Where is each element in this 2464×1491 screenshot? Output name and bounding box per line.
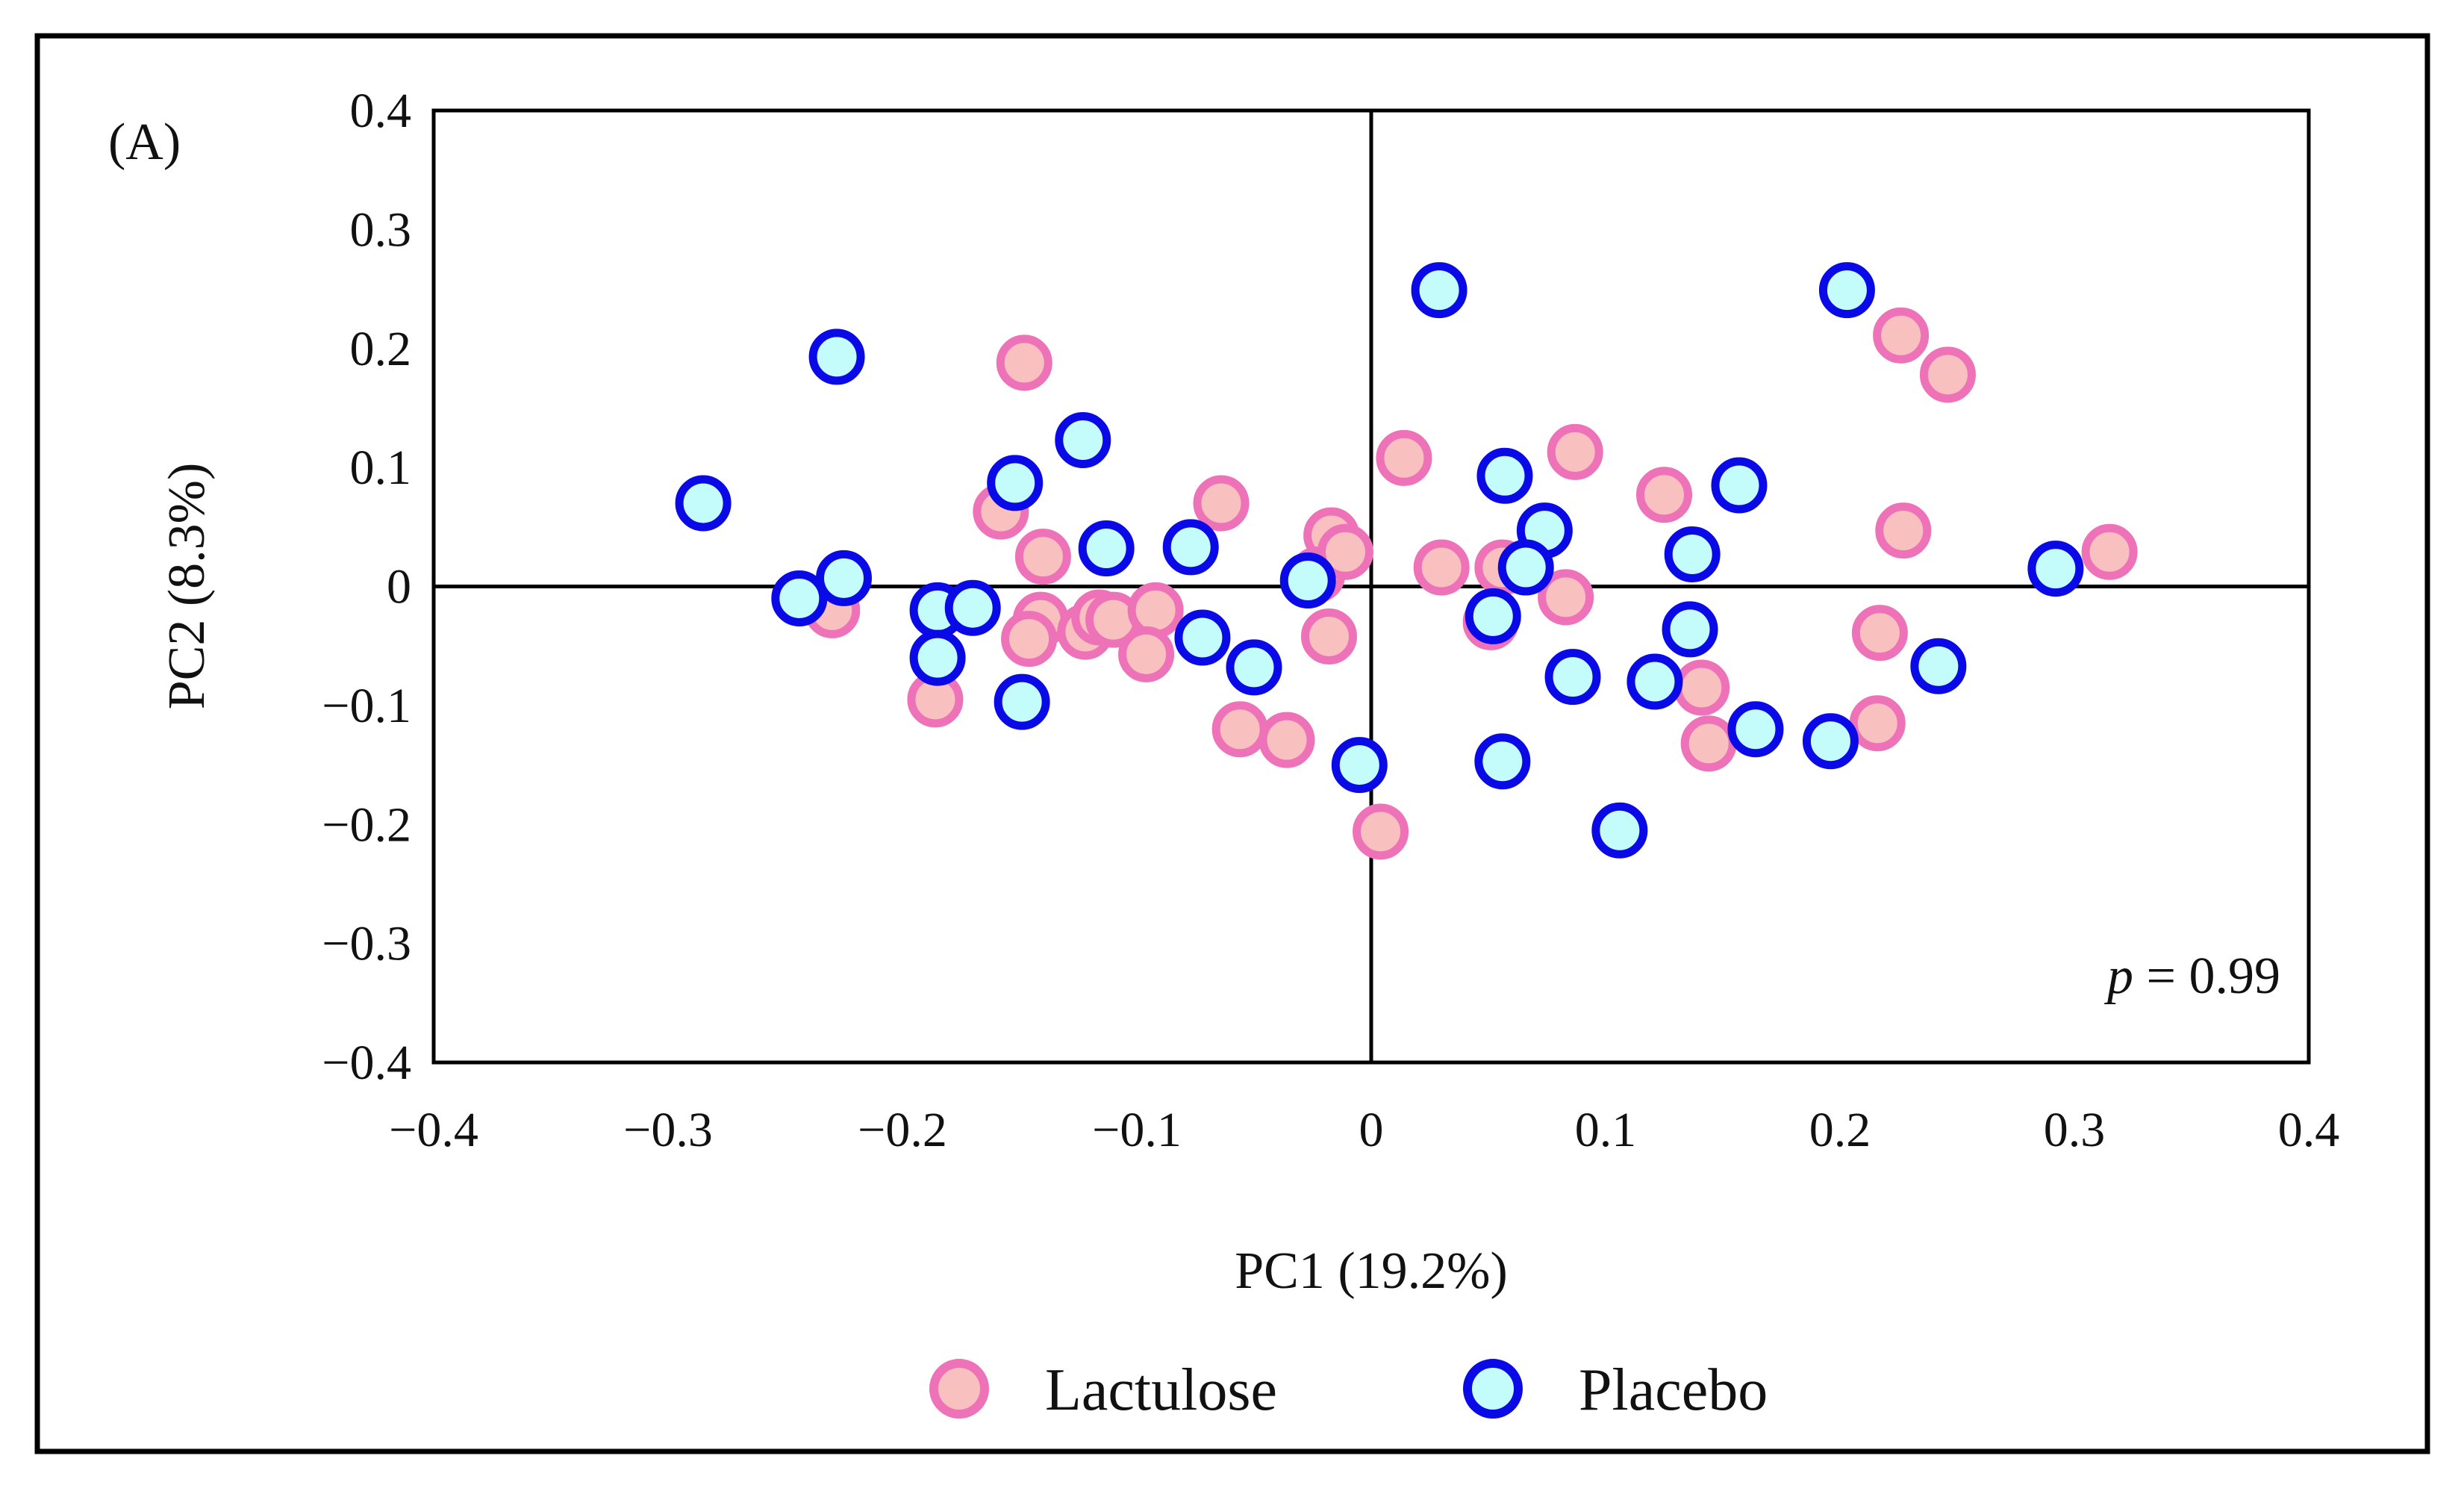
point-placebo: [2027, 541, 2084, 597]
point-lactulose: [1547, 423, 1603, 480]
point-placebo: [675, 475, 732, 532]
point-lactulose: [1211, 701, 1268, 758]
point-placebo: [1279, 552, 1336, 609]
point-placebo: [1711, 457, 1768, 514]
point-lactulose: [1538, 569, 1594, 626]
point-placebo: [944, 579, 1001, 636]
legend-marker-lactulose: [929, 1359, 989, 1419]
point-placebo: [1174, 609, 1231, 666]
point-lactulose: [1300, 608, 1357, 664]
y-axis-title: PC2 (8.3%): [158, 463, 216, 710]
y-tick-label: −0.1: [322, 679, 411, 733]
y-tick-label: 0.4: [350, 84, 412, 138]
point-placebo: [1474, 733, 1531, 790]
x-tick-label: −0.2: [858, 1103, 947, 1157]
x-tick-labels: −0.4 −0.3 −0.2 −0.1 0 0.1 0.2 0.3 0.4: [389, 1103, 2339, 1157]
y-tick-label: −0.4: [322, 1036, 411, 1090]
point-placebo: [816, 550, 872, 606]
point-placebo: [1818, 262, 1875, 319]
point-lactulose: [1376, 429, 1432, 486]
point-lactulose: [1849, 695, 1906, 752]
point-placebo: [1727, 701, 1784, 758]
point-lactulose: [1636, 467, 1692, 523]
p-value-text: = 0.99: [2133, 947, 2280, 1005]
x-tick-label: 0.1: [1575, 1103, 1637, 1157]
x-tick-label: −0.3: [623, 1103, 713, 1157]
x-tick-label: 0.4: [2278, 1103, 2340, 1157]
x-tick-label: 0.2: [1809, 1103, 1871, 1157]
legend-label-placebo: Placebo: [1579, 1357, 1768, 1423]
point-placebo: [1802, 713, 1859, 770]
point-placebo: [1055, 411, 1111, 468]
y-tick-label: 0.1: [350, 441, 412, 495]
x-tick-label: −0.4: [389, 1103, 478, 1157]
point-lactulose: [1919, 346, 1976, 403]
panel-label: (A): [108, 113, 181, 171]
y-tick-label: 0: [387, 560, 411, 614]
x-tick-label: −0.1: [1092, 1103, 1182, 1157]
point-placebo: [987, 455, 1044, 511]
p-symbol: p: [2103, 947, 2133, 1005]
point-placebo: [1497, 539, 1554, 596]
point-placebo: [1162, 519, 1219, 576]
x-tick-label: 0.3: [2044, 1103, 2106, 1157]
point-lactulose: [1193, 475, 1250, 532]
y-tick-labels: −0.4 −0.3 −0.2 −0.1 0 0.1 0.2 0.3 0.4: [322, 84, 411, 1090]
point-lactulose: [1413, 539, 1470, 596]
point-placebo: [808, 329, 865, 385]
point-lactulose: [1873, 307, 1930, 364]
point-lactulose: [1014, 529, 1071, 585]
point-placebo: [771, 570, 828, 626]
legend-marker-placebo: [1463, 1359, 1523, 1419]
y-tick-label: −0.2: [322, 797, 411, 852]
point-placebo: [994, 673, 1050, 730]
point-placebo: [1544, 649, 1601, 706]
y-tick-label: 0.2: [350, 322, 412, 376]
point-lactulose: [1680, 715, 1737, 772]
x-tick-label: 0: [1359, 1103, 1384, 1157]
point-lactulose: [1875, 502, 1932, 559]
point-placebo: [1626, 653, 1683, 710]
point-placebo: [909, 629, 966, 686]
legend-label-lactulose: Lactulose: [1045, 1357, 1277, 1423]
point-placebo: [1662, 601, 1718, 658]
point-lactulose: [1674, 659, 1730, 716]
point-placebo: [1591, 802, 1648, 859]
y-tick-label: 0.3: [350, 202, 412, 257]
point-lactulose: [1353, 803, 1409, 860]
point-placebo: [1664, 526, 1721, 582]
point-lactulose: [1258, 712, 1315, 768]
point-placebo: [1476, 447, 1533, 504]
point-placebo: [1331, 737, 1388, 794]
point-placebo: [1910, 638, 1967, 694]
p-value-annotation: p = 0.99: [2103, 947, 2280, 1005]
point-placebo: [1411, 262, 1468, 319]
data-points: [675, 262, 2138, 860]
point-lactulose: [2081, 523, 2138, 580]
point-lactulose: [996, 334, 1052, 391]
legend: Lactulose Placebo: [929, 1357, 1768, 1423]
point-lactulose: [1851, 605, 1908, 662]
point-lactulose: [1127, 582, 1184, 638]
point-lactulose: [1118, 626, 1175, 682]
point-placebo: [1078, 520, 1135, 576]
point-lactulose: [1001, 611, 1058, 667]
x-axis-title: PC1 (19.2%): [1235, 1242, 1508, 1300]
point-placebo: [1465, 588, 1521, 644]
y-tick-label: −0.3: [322, 917, 411, 971]
point-placebo: [1226, 639, 1282, 696]
point-lactulose: [1317, 523, 1373, 580]
